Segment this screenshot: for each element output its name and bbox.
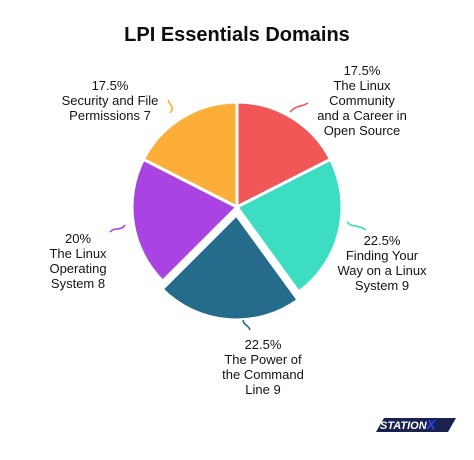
- slice-labels: 17.5% The Linux Community and a Career in Op…: [49, 63, 427, 397]
- slice-percent-label: 17.5%: [344, 63, 381, 78]
- label-connector-1: [289, 102, 309, 113]
- slice-name-label: Permissions 7: [69, 108, 151, 123]
- slice-name-label: The Power of: [224, 352, 302, 367]
- slice-name-label: The Linux: [333, 78, 391, 93]
- slice-label-1: 17.5% The Linux Community and a Career in Op…: [317, 63, 407, 138]
- logo-wordmark: STATION: [380, 420, 428, 432]
- slice-name-label: Finding Your: [346, 248, 419, 263]
- pie-slice-5: [141, 100, 239, 209]
- label-connector-2: [346, 221, 367, 231]
- slice-name-label: Community: [329, 93, 395, 108]
- chart-title: LPI Essentials Domains: [124, 24, 350, 46]
- pie-slices: [130, 100, 344, 322]
- slice-percent-label: 22.5%: [364, 233, 401, 248]
- pie-slice-2: [235, 157, 344, 294]
- slice-name-label: Open Source: [324, 123, 401, 138]
- label-connectors: [109, 99, 367, 331]
- logo-accent-letter: X: [426, 417, 437, 432]
- slice-percent-label: 20%: [65, 231, 91, 246]
- slice-name-label: Line 9: [245, 382, 280, 397]
- slice-label-2: 22.5% Finding Your Way on a Linux System 9: [337, 233, 427, 293]
- slice-percent-label: 17.5%: [92, 78, 129, 93]
- slice-name-label: System 9: [355, 278, 409, 293]
- pie-slice-4: [130, 157, 239, 283]
- slice-label-4: 20% The Linux Operating System 8: [49, 231, 107, 291]
- slice-name-label: System 8: [51, 276, 105, 291]
- stationx-logo: STATIONX: [376, 417, 456, 432]
- slice-label-5: 17.5% Security and File Permissions 7: [62, 78, 159, 123]
- pie-slice-3: [160, 213, 300, 322]
- label-connector-3: [242, 319, 251, 331]
- slice-name-label: The Linux: [49, 246, 107, 261]
- logo-text: STATIONX: [380, 417, 437, 432]
- slice-name-label: Operating: [49, 261, 106, 276]
- label-connector-5: [167, 99, 174, 114]
- pie-slice-1: [235, 100, 333, 209]
- label-connector-4: [109, 224, 126, 233]
- slice-label-3: 22.5% The Power of the Command Line 9: [222, 337, 304, 397]
- slice-name-label: and a Career in: [317, 108, 407, 123]
- slice-name-label: Way on a Linux: [337, 263, 427, 278]
- slice-percent-label: 22.5%: [245, 337, 282, 352]
- slice-name-label: Security and File: [62, 93, 159, 108]
- slice-name-label: the Command: [222, 367, 304, 382]
